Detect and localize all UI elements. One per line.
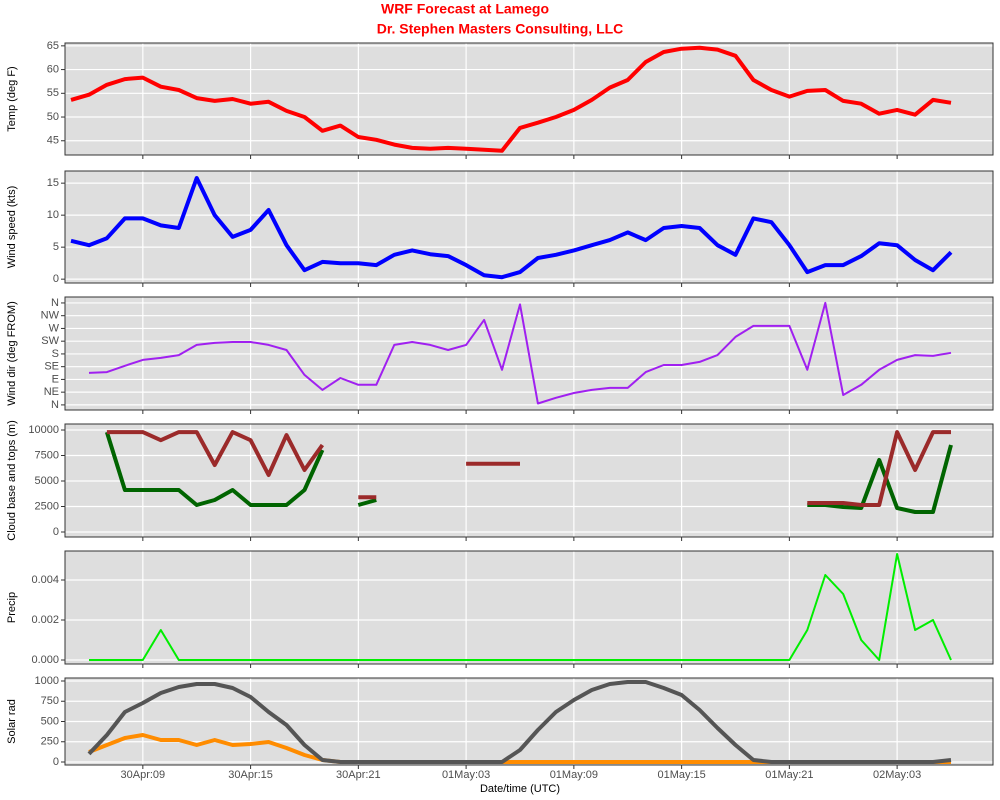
y-axis-label: Wind speed (kts) xyxy=(6,186,18,269)
y-axis-label: Cloud base and tops (m) xyxy=(6,420,18,540)
y-tick-label: 0.004 xyxy=(31,574,59,586)
x-tick-label: 01May:15 xyxy=(657,769,705,781)
y-tick-label: 500 xyxy=(41,715,59,727)
y-tick-label: 0.002 xyxy=(31,614,59,626)
x-tick-label: 30Apr:15 xyxy=(228,769,273,781)
series-line xyxy=(70,176,953,280)
plot-border xyxy=(64,550,994,665)
y-tick-label: N xyxy=(51,399,59,411)
series-line xyxy=(106,430,951,507)
x-tick-label: 01May:09 xyxy=(550,769,598,781)
y-tick-label: NE xyxy=(44,386,59,398)
y-tick-label: 45 xyxy=(47,135,59,147)
y-tick-label: 1000 xyxy=(35,675,59,687)
y-tick-label: 10 xyxy=(47,209,59,221)
series-line xyxy=(89,553,952,661)
y-axis-label: Precip xyxy=(6,592,18,623)
x-tick-label: 30Apr:09 xyxy=(121,769,166,781)
y-tick-label: 65 xyxy=(47,40,59,52)
y-tick-label: 0.000 xyxy=(31,654,59,666)
y-tick-label: 0 xyxy=(53,526,59,538)
x-tick-label: 01May:21 xyxy=(765,769,813,781)
x-tick-label: 01May:03 xyxy=(442,769,490,781)
y-tick-label: 50 xyxy=(47,111,59,123)
y-tick-label: NW xyxy=(41,310,60,322)
y-tick-label: 2500 xyxy=(35,500,59,512)
y-tick-label: N xyxy=(51,297,59,309)
y-tick-label: W xyxy=(49,322,60,334)
chart-subtitle: Dr. Stephen Masters Consulting, LLC xyxy=(377,21,624,37)
y-tick-label: 15 xyxy=(47,177,59,189)
y-axis-label: Temp (deg F) xyxy=(6,66,18,131)
y-tick-label: SW xyxy=(41,335,59,347)
y-tick-label: 5 xyxy=(53,241,59,253)
series-line xyxy=(104,431,953,514)
plot-border xyxy=(64,423,994,538)
x-tick-label: 02May:03 xyxy=(873,769,921,781)
plot-border xyxy=(64,296,994,411)
y-tick-label: 10000 xyxy=(28,424,59,436)
y-tick-label: S xyxy=(52,348,59,360)
series-line xyxy=(87,680,952,764)
series-line xyxy=(70,45,952,153)
y-axis-label: Wind dir (deg FROM) xyxy=(6,301,18,406)
x-axis-label: Date/time (UTC) xyxy=(480,783,560,795)
y-tick-label: 7500 xyxy=(35,449,59,461)
series-line xyxy=(88,301,952,405)
y-tick-label: 0 xyxy=(53,756,59,768)
plot-border xyxy=(64,170,994,284)
y-tick-label: 750 xyxy=(41,695,59,707)
y-tick-label: 55 xyxy=(47,87,59,99)
y-tick-label: 5000 xyxy=(35,475,59,487)
x-tick-label: 30Apr:21 xyxy=(336,769,381,781)
chart-title: WRF Forecast at Lamego xyxy=(381,1,549,17)
y-tick-label: 60 xyxy=(47,63,59,75)
y-axis-label: Solar rad xyxy=(6,699,18,744)
plot-border xyxy=(64,677,994,766)
y-tick-label: 250 xyxy=(41,736,59,748)
y-tick-label: SE xyxy=(44,361,59,373)
y-tick-label: 0 xyxy=(53,273,59,285)
plot-border xyxy=(64,42,994,156)
plot-background xyxy=(65,551,993,664)
y-tick-label: E xyxy=(52,373,59,385)
